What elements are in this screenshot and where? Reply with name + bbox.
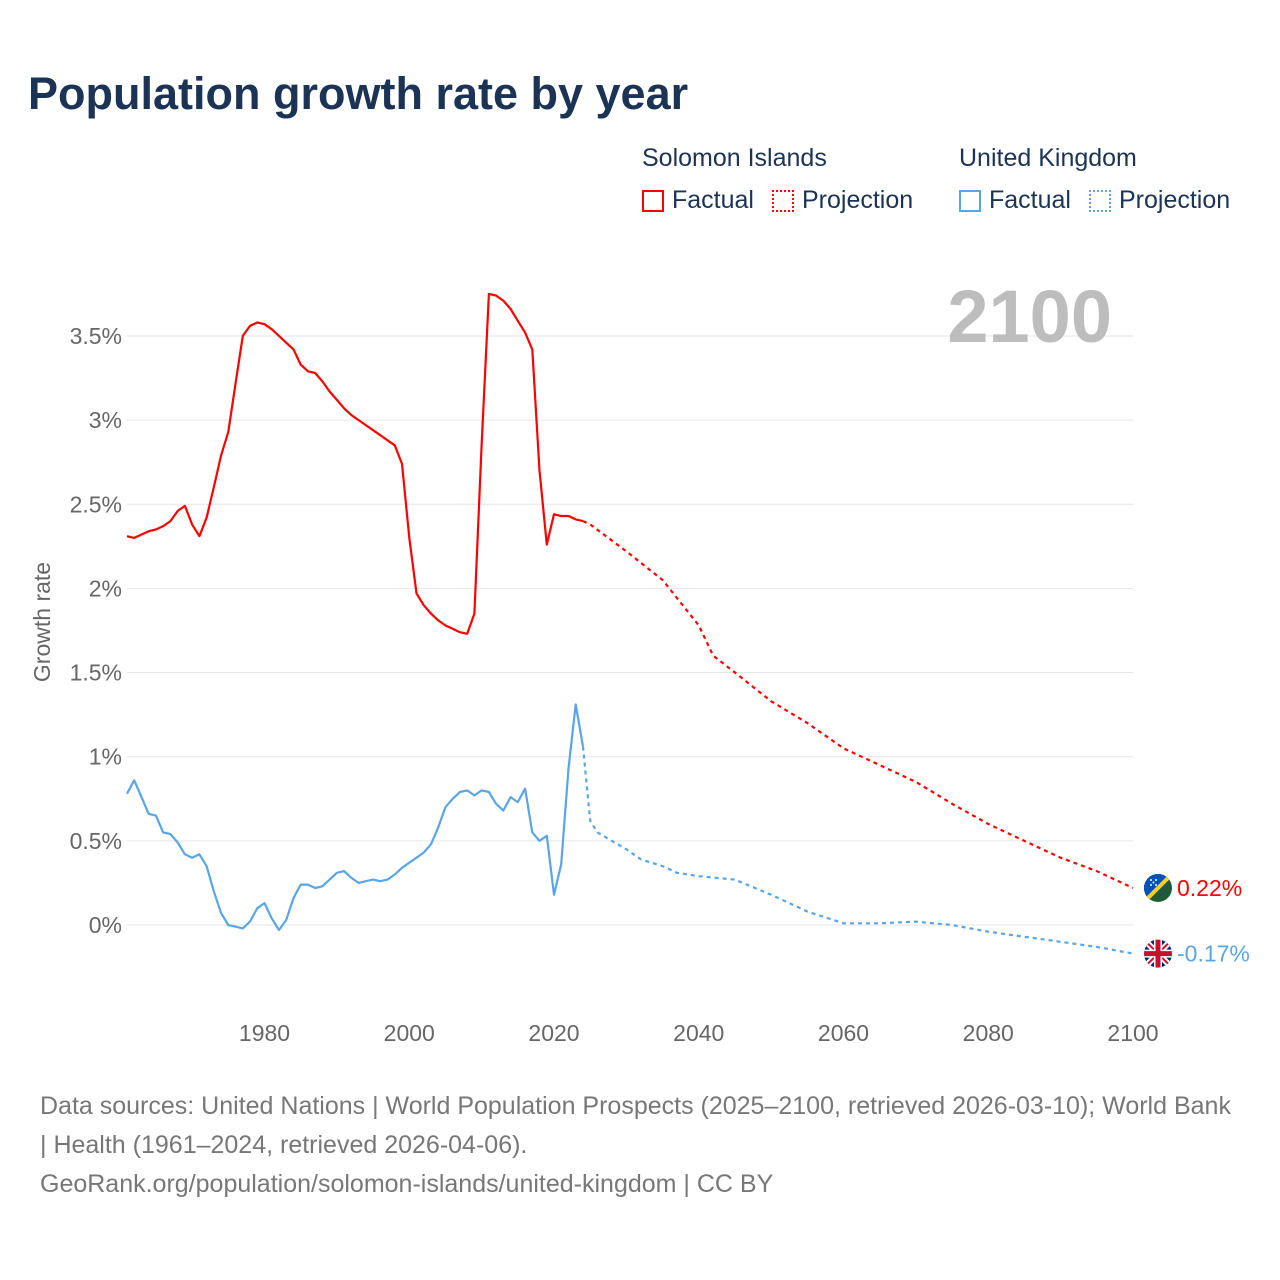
legend-swatch-solid: [959, 189, 981, 212]
legend-label: Projection: [801, 186, 914, 214]
united-kingdom-flag-icon: [1144, 939, 1172, 968]
legend-country-label: United Kingdom: [959, 144, 1137, 172]
united-kingdom-projection-line: [581, 746, 1134, 955]
legend-factual[interactable]: Factual: [642, 186, 754, 215]
legend-label: Factual: [672, 186, 754, 214]
legend-factual[interactable]: Factual: [959, 186, 1071, 215]
y-tick-label: 3%: [89, 407, 122, 433]
chart-area: 0% 0.5% 1% 1.5% 2% 2.5% 3% 3.5% 1980 2000 2020 2040…: [29, 275, 1250, 1046]
flag-cross-red: [1155, 939, 1161, 968]
flag-star: [1152, 881, 1155, 884]
y-tick-label: 0.5%: [70, 828, 122, 854]
legend-label: Factual: [989, 186, 1071, 214]
flag-star: [1150, 883, 1152, 886]
legend-label: Projection: [1118, 186, 1231, 214]
chart-title: Population growth rate by year: [28, 68, 689, 119]
flag-star: [1155, 883, 1157, 886]
solomon-islands-flag-icon: [1144, 873, 1172, 902]
y-tick-label: 2.5%: [70, 491, 122, 517]
flag-body: [1144, 873, 1172, 902]
x-tick-label: 1980: [239, 1020, 290, 1046]
united-kingdom-factual-line: [126, 703, 585, 932]
y-axis-label: Growth rate: [29, 562, 55, 682]
y-tick-label: 0%: [89, 912, 122, 938]
x-tick-label: 2040: [673, 1020, 724, 1046]
legend-projection[interactable]: Projection: [771, 186, 914, 215]
legend-solomon-islands: Solomon Islands Factual Projection: [642, 144, 931, 215]
flag-star: [1155, 878, 1157, 881]
legend-projection[interactable]: Projection: [1088, 186, 1231, 215]
y-tick-label: 1.5%: [70, 660, 122, 686]
x-tick-label: 2060: [818, 1020, 869, 1046]
legend-swatch-dotted: [1088, 189, 1111, 212]
y-tick-label: 2%: [89, 575, 122, 601]
current-year-label: 2100: [947, 275, 1112, 358]
x-tick-label: 2100: [1107, 1020, 1158, 1046]
flag-star: [1150, 878, 1152, 881]
source-link[interactable]: GeoRank.org/population/solomon-islands/u…: [40, 1170, 774, 1198]
united-kingdom-end-label: -0.17%: [1177, 941, 1250, 967]
solomon-islands-factual-line: [126, 292, 584, 635]
solomon-islands-projection-line: [582, 520, 1134, 889]
legend-swatch-solid: [642, 189, 664, 212]
footer: Data sources: United Nations | World Pop…: [40, 1087, 1240, 1204]
x-tick-label: 2020: [528, 1020, 579, 1046]
data-sources: Data sources: United Nations | World Pop…: [40, 1092, 1231, 1159]
solomon-islands-end-label: 0.22%: [1177, 875, 1242, 901]
legend-swatch-dotted: [771, 189, 794, 212]
flag-body: [1144, 939, 1172, 968]
x-tick-label: 2080: [963, 1020, 1014, 1046]
legend-united-kingdom: United Kingdom Factual Projection: [959, 144, 1248, 215]
y-tick-label: 3.5%: [70, 323, 122, 349]
legend-country-label: Solomon Islands: [642, 144, 827, 172]
x-tick-label: 2000: [384, 1020, 435, 1046]
y-tick-label: 1%: [89, 744, 122, 770]
